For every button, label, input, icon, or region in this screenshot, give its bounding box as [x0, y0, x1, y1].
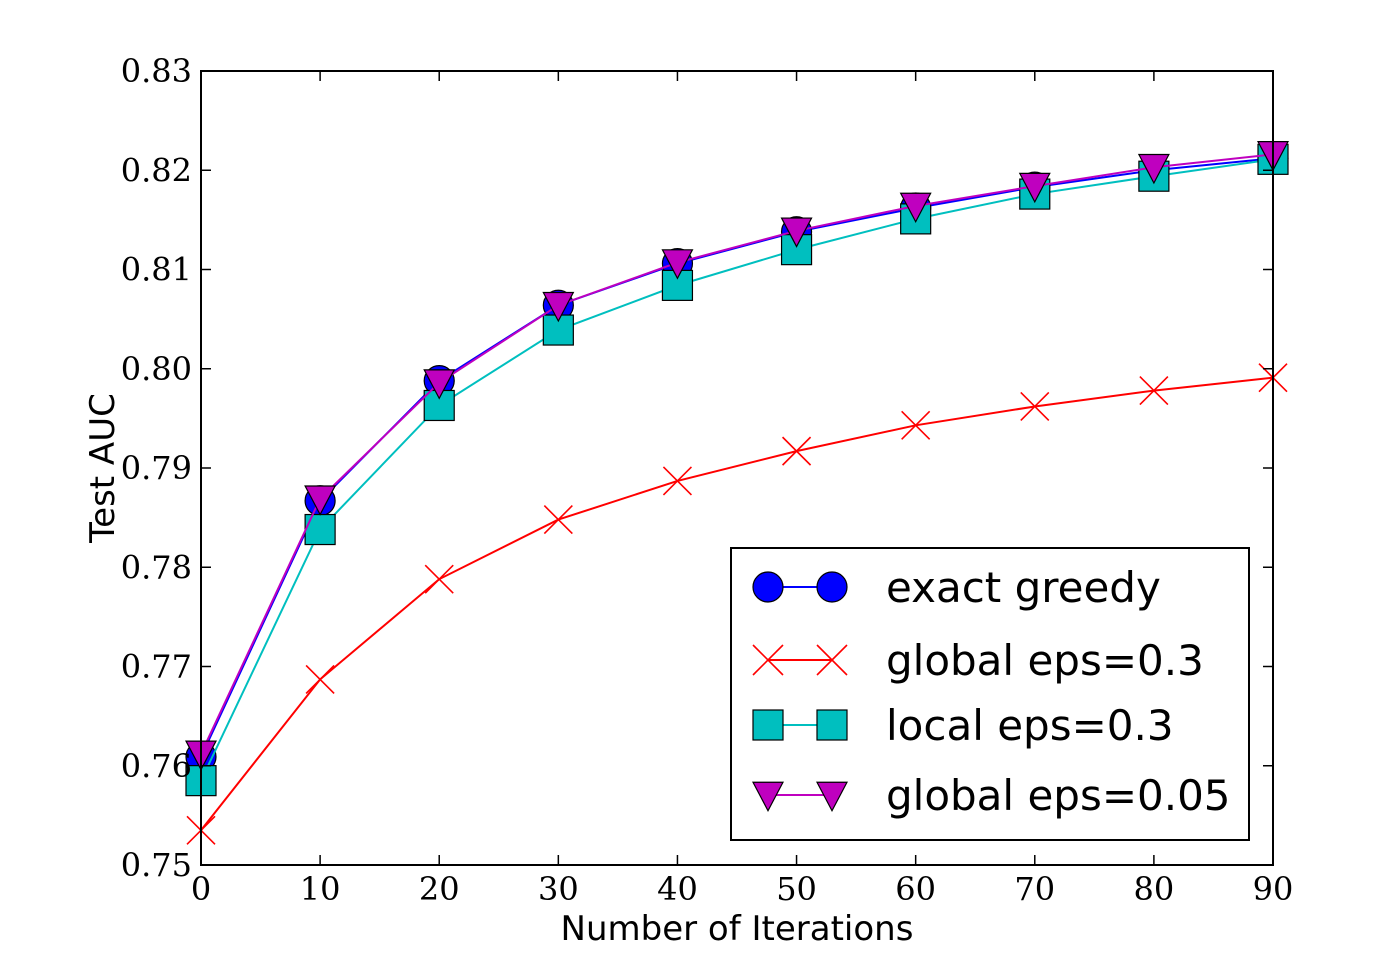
legend-marker: [752, 644, 784, 676]
legend-marker: [816, 781, 848, 813]
legend-entry-2: local eps=0.3: [752, 701, 1174, 750]
series-line: [200, 376, 1274, 831]
data-point: [1139, 376, 1169, 406]
y-tick-label: 0.80: [121, 350, 192, 388]
legend-marker: [816, 571, 848, 603]
data-point: [1020, 391, 1050, 422]
y-tick-label: 0.77: [121, 648, 192, 686]
legend-frame: [730, 547, 1250, 841]
legend-label: global eps=0.3: [886, 636, 1204, 685]
x-tick-label: 30: [538, 870, 579, 908]
x-tick-label: 80: [1134, 870, 1175, 908]
data-point: [304, 485, 337, 516]
y-tick-label: 0.78: [121, 548, 192, 586]
data-point: [542, 291, 575, 323]
legend-label: local eps=0.3: [886, 701, 1174, 750]
data-point: [661, 249, 694, 280]
x-tick-label: 20: [419, 870, 460, 908]
y-tick-label: 0.83: [121, 52, 192, 90]
x-tick-label: 90: [1253, 870, 1294, 908]
x-axis-title: Number of Iterations: [561, 909, 914, 949]
legend: exact greedy global eps=0.3 local eps=0.3 g…: [730, 547, 1250, 841]
legend-entry-0: exact greedy: [752, 563, 1161, 612]
legend-entry-3: global eps=0.05: [752, 771, 1231, 820]
y-axis-title: Test AUC: [83, 393, 123, 544]
data-point: [305, 664, 335, 694]
x-tick-label: 70: [1014, 870, 1055, 908]
series-line: [200, 158, 1274, 782]
series-line: [200, 153, 1274, 755]
data-point: [423, 369, 456, 400]
data-point: [543, 505, 573, 535]
data-point: [781, 436, 812, 466]
data-point: [1018, 172, 1051, 204]
legend-marker: [816, 709, 848, 741]
legend-entry-1: global eps=0.3: [752, 636, 1204, 685]
x-tick-label: 50: [776, 870, 817, 908]
x-tick-label: 10: [300, 870, 341, 908]
legend-marker: [752, 781, 784, 813]
data-point: [780, 217, 813, 248]
ticks-layer: 0 10 20 30 40 50 60 70 80 90 0.75 0.76 0.77 0.78 0.79 0…: [121, 52, 1294, 908]
y-tick-label: 0.82: [121, 151, 192, 189]
data-point: [424, 564, 454, 594]
y-tick-label: 0.81: [121, 251, 192, 289]
legend-marker: [752, 571, 784, 603]
series-3: [185, 141, 1289, 771]
series-layer: [185, 141, 1289, 845]
data-point: [1137, 153, 1170, 185]
y-tick-label: 0.76: [121, 747, 192, 785]
y-tick-label: 0.79: [121, 449, 192, 487]
data-point: [780, 234, 813, 266]
legend-marker: [816, 644, 848, 676]
legend-marker: [752, 709, 784, 741]
x-tick-label: 0: [191, 870, 211, 908]
legend-label: global eps=0.05: [886, 771, 1231, 820]
legend-label: exact greedy: [886, 563, 1161, 612]
data-point: [901, 410, 931, 440]
x-tick-label: 40: [657, 870, 698, 908]
x-tick-label: 60: [895, 870, 936, 908]
data-point: [662, 466, 693, 496]
data-point: [899, 192, 932, 224]
y-tick-label: 0.75: [121, 846, 192, 884]
